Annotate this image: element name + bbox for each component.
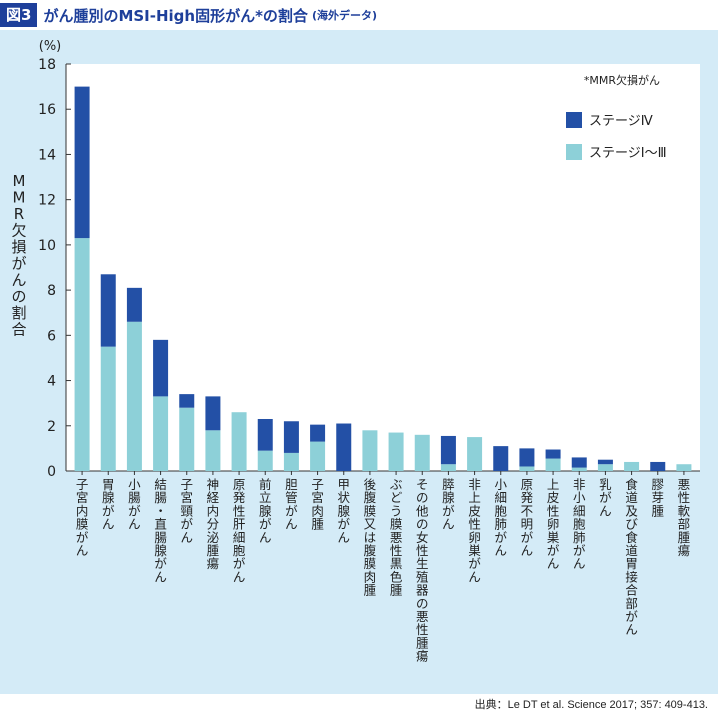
legend-label: ステージⅠ〜Ⅲ: [589, 146, 667, 161]
bar-segment: [545, 449, 561, 459]
y-tick-label: 6: [47, 328, 56, 344]
bar-segment: [283, 452, 299, 471]
bar-segment: [362, 430, 378, 471]
y-tick-label: 10: [38, 238, 56, 254]
category-label: 原発不明がん: [521, 477, 534, 558]
bar-segment: [650, 461, 666, 471]
source-citation: 出典：Le DT et al. Science 2017; 357: 409-4…: [474, 699, 708, 711]
bar-segment: [519, 466, 535, 471]
category-label: 乳がん: [599, 477, 612, 518]
bar-segment: [257, 450, 273, 471]
stacked-bar-chart: 0 2 4 6 8 10 12 14 16 18 (%) M M R 欠損がんの割合子宮内膜がん胃腺がん小腸…: [11, 39, 700, 664]
category-label: 胆管がん: [285, 477, 298, 532]
bar-segment: [676, 464, 692, 471]
chart-panel: 0 2 4 6 8 10 12 14 16 18 (%) M M R 欠損がんの割合子宮内膜がん 胃腺がん 小腸…: [0, 30, 718, 694]
figure-header: 図3 がん腫別のMSI-High固形がん*の割合 (海外データ): [0, 0, 718, 30]
category-label: 非小細胞肺がん: [573, 477, 586, 571]
bar-segment: [388, 432, 404, 471]
bar-segment: [519, 448, 535, 467]
category-label: 子宮内膜がん: [76, 477, 89, 558]
y-tick-label: 0: [47, 464, 56, 480]
bar-segment: [179, 394, 195, 408]
category-label: 後腹膜又は腹膜肉腫: [364, 477, 377, 598]
bar-segment: [310, 441, 326, 471]
category-label: 悪性軟部腫瘍: [678, 477, 691, 558]
category-label: 小細胞肺がん: [494, 477, 507, 558]
y-tick-label: 12: [38, 193, 56, 209]
category-label: 小腸がん: [128, 477, 141, 532]
category-label: 神経内分泌腫瘍: [207, 477, 220, 571]
category-label: 非上皮性卵巣がん: [468, 477, 481, 584]
plot-area: [66, 64, 700, 471]
bar-segment: [467, 437, 483, 471]
bar-segment: [74, 86, 90, 239]
bar-segment: [100, 346, 116, 471]
bar-segment: [100, 274, 116, 347]
bar-segment: [571, 467, 587, 471]
y-tick-label: 14: [38, 147, 56, 163]
category-label: 子宮頸がん: [180, 477, 193, 545]
figure-title: がん腫別のMSI-High固形がん*の割合: [43, 6, 308, 25]
category-label: 前立腺がん: [259, 477, 272, 545]
bar-segment: [231, 412, 247, 471]
bar-segment: [153, 396, 169, 471]
category-label: 上皮性卵巣がん: [547, 477, 560, 571]
bar-segment: [153, 339, 169, 397]
y-tick-label: 18: [38, 57, 56, 73]
bar-segment: [74, 238, 90, 471]
category-label: 子宮肉腫: [311, 477, 324, 532]
bar-segment: [493, 446, 509, 471]
chart-note: *MMR欠損がん: [584, 73, 660, 87]
category-label: 甲状腺がん: [337, 477, 350, 545]
category-label: ぶどう膜悪性黒色腫: [390, 477, 403, 598]
category-label: 膵腺がん: [442, 477, 455, 532]
y-tick-label: 2: [47, 419, 56, 435]
category-label: その他の女性生殖器の悪性腫瘍: [416, 477, 429, 664]
category-label: 膠芽腫: [651, 477, 664, 518]
category-label: 結腸・直腸腺がん: [154, 477, 167, 584]
bar-segment: [336, 423, 352, 471]
figure-subtitle: (海外データ): [311, 9, 377, 22]
y-tick-label: 16: [38, 102, 56, 118]
bar-segment: [205, 430, 221, 471]
legend-swatch: [566, 112, 582, 128]
y-axis-title: M M R 欠損がんの割合: [11, 172, 26, 339]
y-tick-label: 8: [47, 283, 56, 299]
bar-segment: [126, 287, 142, 322]
bar-segment: [440, 464, 456, 471]
bar-segment: [283, 421, 299, 453]
figure-number-badge: 図3: [0, 3, 38, 27]
bar-segment: [597, 459, 613, 465]
y-unit-label: (%): [39, 39, 62, 54]
bar-segment: [414, 434, 430, 471]
bar-segment: [597, 464, 613, 471]
bar-segment: [440, 435, 456, 465]
legend-label: ステージⅣ: [589, 114, 653, 129]
category-label: 原発性肝細胞がん: [233, 477, 246, 584]
category-label: 胃腺がん: [102, 477, 115, 532]
legend-swatch: [566, 144, 582, 160]
bar-segment: [545, 458, 561, 471]
bar-segment: [624, 461, 640, 471]
y-tick-label: 4: [47, 374, 56, 390]
bar-segment: [310, 424, 326, 442]
bar-segment: [179, 407, 195, 471]
category-label: 食道及び食道胃接合部がん: [625, 477, 638, 637]
bar-segment: [126, 321, 142, 471]
bar-segment: [205, 396, 221, 431]
bar-segment: [257, 418, 273, 451]
bar-segment: [571, 457, 587, 468]
